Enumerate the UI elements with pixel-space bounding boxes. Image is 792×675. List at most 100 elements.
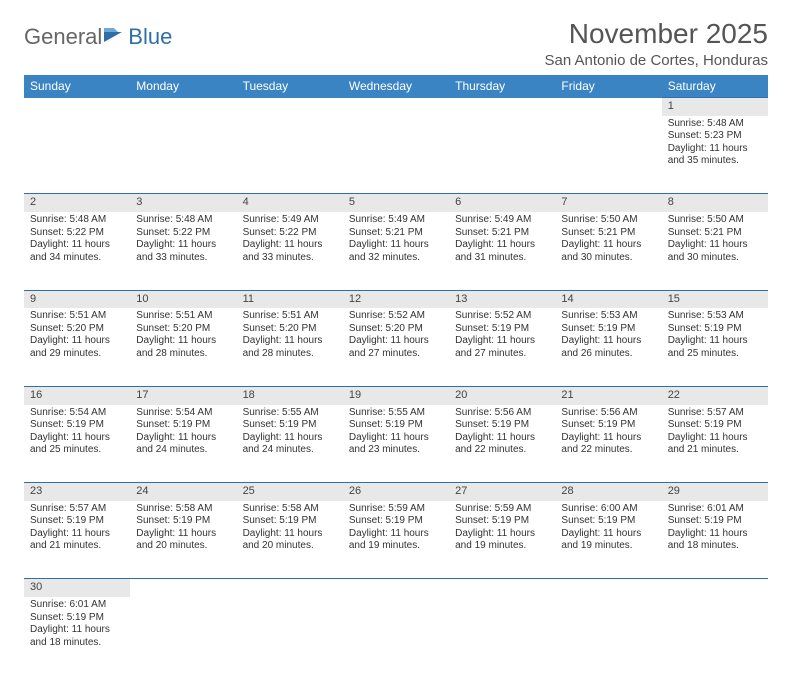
day-number-cell xyxy=(555,579,661,597)
sunset-line: Sunset: 5:21 PM xyxy=(455,227,549,240)
day-detail-cell: Sunrise: 5:59 AMSunset: 5:19 PMDaylight:… xyxy=(343,501,449,579)
day-number-cell: 14 xyxy=(555,290,661,308)
day-header: Monday xyxy=(130,75,236,98)
day-detail-cell xyxy=(449,597,555,675)
sunrise-line: Sunrise: 5:54 AM xyxy=(30,407,124,420)
daynum-row: 2345678 xyxy=(24,194,768,212)
day-detail-cell: Sunrise: 5:52 AMSunset: 5:20 PMDaylight:… xyxy=(343,308,449,386)
daylight-line: Daylight: 11 hours and 33 minutes. xyxy=(243,239,337,264)
sunset-line: Sunset: 5:21 PM xyxy=(561,227,655,240)
sunset-line: Sunset: 5:19 PM xyxy=(136,515,230,528)
detail-row: Sunrise: 5:51 AMSunset: 5:20 PMDaylight:… xyxy=(24,308,768,386)
day-number-cell xyxy=(662,579,768,597)
sunset-line: Sunset: 5:20 PM xyxy=(136,323,230,336)
day-number-cell: 3 xyxy=(130,194,236,212)
day-detail-cell: Sunrise: 5:49 AMSunset: 5:21 PMDaylight:… xyxy=(343,212,449,290)
day-number-cell: 24 xyxy=(130,483,236,501)
daynum-row: 1 xyxy=(24,98,768,116)
day-number-cell: 18 xyxy=(237,386,343,404)
day-number-cell xyxy=(555,98,661,116)
day-number-cell: 22 xyxy=(662,386,768,404)
day-detail-cell xyxy=(343,597,449,675)
sunset-line: Sunset: 5:20 PM xyxy=(243,323,337,336)
day-number-cell: 10 xyxy=(130,290,236,308)
day-detail-cell: Sunrise: 5:48 AMSunset: 5:22 PMDaylight:… xyxy=(130,212,236,290)
day-number-cell: 21 xyxy=(555,386,661,404)
daylight-line: Daylight: 11 hours and 21 minutes. xyxy=(668,432,762,457)
sunrise-line: Sunrise: 5:58 AM xyxy=(136,503,230,516)
sunrise-line: Sunrise: 5:48 AM xyxy=(668,118,762,131)
title-block: November 2025 San Antonio de Cortes, Hon… xyxy=(545,18,768,69)
day-detail-cell: Sunrise: 6:01 AMSunset: 5:19 PMDaylight:… xyxy=(662,501,768,579)
sunrise-line: Sunrise: 5:52 AM xyxy=(349,310,443,323)
sunrise-line: Sunrise: 5:57 AM xyxy=(668,407,762,420)
day-number-cell: 12 xyxy=(343,290,449,308)
day-header: Wednesday xyxy=(343,75,449,98)
day-detail-cell xyxy=(24,116,130,194)
day-number-cell: 30 xyxy=(24,579,130,597)
sunrise-line: Sunrise: 5:51 AM xyxy=(30,310,124,323)
day-number-cell xyxy=(237,98,343,116)
sunset-line: Sunset: 5:19 PM xyxy=(243,515,337,528)
day-detail-cell: Sunrise: 6:01 AMSunset: 5:19 PMDaylight:… xyxy=(24,597,130,675)
logo-text-general: General xyxy=(24,24,102,50)
sunrise-line: Sunrise: 5:56 AM xyxy=(561,407,655,420)
sunset-line: Sunset: 5:19 PM xyxy=(668,419,762,432)
day-number-cell xyxy=(449,98,555,116)
day-detail-cell xyxy=(449,116,555,194)
sunset-line: Sunset: 5:19 PM xyxy=(349,515,443,528)
day-detail-cell: Sunrise: 6:00 AMSunset: 5:19 PMDaylight:… xyxy=(555,501,661,579)
day-header: Saturday xyxy=(662,75,768,98)
day-number-cell: 25 xyxy=(237,483,343,501)
daynum-row: 23242526272829 xyxy=(24,483,768,501)
sunrise-line: Sunrise: 6:00 AM xyxy=(561,503,655,516)
daylight-line: Daylight: 11 hours and 32 minutes. xyxy=(349,239,443,264)
daylight-line: Daylight: 11 hours and 27 minutes. xyxy=(455,335,549,360)
sunrise-line: Sunrise: 5:59 AM xyxy=(349,503,443,516)
daylight-line: Daylight: 11 hours and 20 minutes. xyxy=(243,528,337,553)
daylight-line: Daylight: 11 hours and 34 minutes. xyxy=(30,239,124,264)
sunset-line: Sunset: 5:20 PM xyxy=(30,323,124,336)
sunrise-line: Sunrise: 5:50 AM xyxy=(668,214,762,227)
logo-flag-icon xyxy=(104,24,126,50)
day-number-cell: 13 xyxy=(449,290,555,308)
daylight-line: Daylight: 11 hours and 35 minutes. xyxy=(668,143,762,168)
detail-row: Sunrise: 5:54 AMSunset: 5:19 PMDaylight:… xyxy=(24,405,768,483)
day-number-cell xyxy=(237,579,343,597)
day-detail-cell: Sunrise: 5:54 AMSunset: 5:19 PMDaylight:… xyxy=(24,405,130,483)
day-detail-cell: Sunrise: 5:51 AMSunset: 5:20 PMDaylight:… xyxy=(237,308,343,386)
sunset-line: Sunset: 5:19 PM xyxy=(561,515,655,528)
day-detail-cell xyxy=(130,116,236,194)
sunset-line: Sunset: 5:22 PM xyxy=(243,227,337,240)
day-detail-cell: Sunrise: 5:59 AMSunset: 5:19 PMDaylight:… xyxy=(449,501,555,579)
sunset-line: Sunset: 5:23 PM xyxy=(668,130,762,143)
day-detail-cell xyxy=(555,116,661,194)
daylight-line: Daylight: 11 hours and 27 minutes. xyxy=(349,335,443,360)
sunrise-line: Sunrise: 5:51 AM xyxy=(243,310,337,323)
sunrise-line: Sunrise: 5:54 AM xyxy=(136,407,230,420)
daynum-row: 9101112131415 xyxy=(24,290,768,308)
daylight-line: Daylight: 11 hours and 24 minutes. xyxy=(243,432,337,457)
day-number-cell: 29 xyxy=(662,483,768,501)
sunrise-line: Sunrise: 5:48 AM xyxy=(136,214,230,227)
daylight-line: Daylight: 11 hours and 20 minutes. xyxy=(136,528,230,553)
day-detail-cell xyxy=(555,597,661,675)
day-number-cell: 11 xyxy=(237,290,343,308)
day-number-cell: 26 xyxy=(343,483,449,501)
daylight-line: Daylight: 11 hours and 19 minutes. xyxy=(455,528,549,553)
day-number-cell xyxy=(343,98,449,116)
sunrise-line: Sunrise: 5:51 AM xyxy=(136,310,230,323)
sunset-line: Sunset: 5:19 PM xyxy=(561,323,655,336)
sunset-line: Sunset: 5:19 PM xyxy=(455,419,549,432)
day-number-cell: 6 xyxy=(449,194,555,212)
sunrise-line: Sunrise: 6:01 AM xyxy=(30,599,124,612)
sunrise-line: Sunrise: 5:58 AM xyxy=(243,503,337,516)
day-number-cell: 5 xyxy=(343,194,449,212)
day-detail-cell: Sunrise: 5:56 AMSunset: 5:19 PMDaylight:… xyxy=(449,405,555,483)
daylight-line: Daylight: 11 hours and 25 minutes. xyxy=(30,432,124,457)
daynum-row: 30 xyxy=(24,579,768,597)
daylight-line: Daylight: 11 hours and 23 minutes. xyxy=(349,432,443,457)
day-number-cell: 23 xyxy=(24,483,130,501)
day-number-cell xyxy=(130,579,236,597)
sunset-line: Sunset: 5:19 PM xyxy=(349,419,443,432)
